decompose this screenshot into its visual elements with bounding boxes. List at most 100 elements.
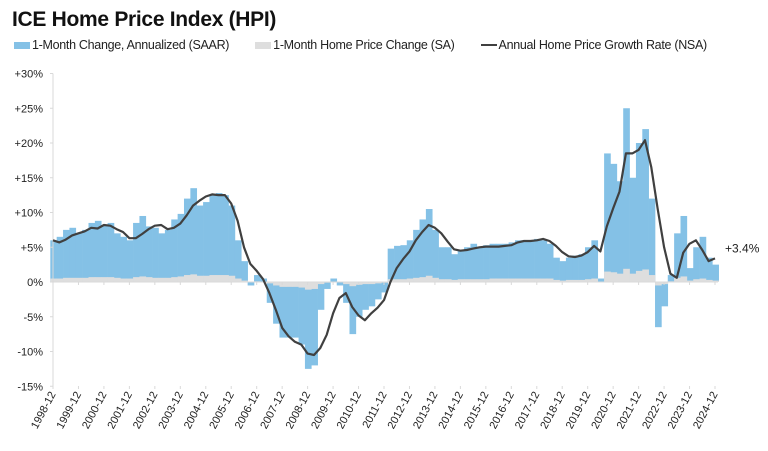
bar-sa <box>349 282 357 287</box>
bar-saar <box>667 275 675 282</box>
bar-sa <box>279 282 287 287</box>
bar-saar <box>623 108 630 282</box>
bar-sa <box>616 273 624 282</box>
bar-saar <box>311 282 318 366</box>
bar-saar <box>406 240 414 282</box>
bar-saar <box>521 240 529 282</box>
bar-saar <box>661 282 669 307</box>
bar-saar <box>425 209 433 282</box>
bar-saar <box>113 233 121 282</box>
bar-sa <box>82 277 89 282</box>
bar-sa <box>304 282 312 290</box>
bar-sa <box>158 277 166 282</box>
bar-saar <box>578 254 586 282</box>
bar-saar <box>394 245 401 282</box>
bar-saar <box>648 198 656 282</box>
bar-saar <box>585 247 592 282</box>
bar-sa <box>565 279 573 282</box>
bar-saar <box>82 229 89 282</box>
bar-sa <box>69 277 77 282</box>
bar-sa <box>343 282 350 285</box>
bar-saar <box>196 205 204 282</box>
bar-saar <box>381 282 388 293</box>
bar-saar <box>591 240 599 282</box>
bar-saar <box>292 282 299 338</box>
bar-saar <box>190 188 198 282</box>
bar-saar <box>565 257 573 282</box>
bar-sa <box>273 282 280 286</box>
bar-saar <box>476 247 484 282</box>
bar-sa <box>495 278 503 282</box>
bar-sa <box>642 269 649 282</box>
bar-sa <box>241 280 248 282</box>
y-tick-label: +20% <box>15 138 44 150</box>
bar-saar <box>387 248 395 282</box>
bar-sa <box>553 279 560 282</box>
bar-sa <box>419 277 427 282</box>
bar-saar <box>451 254 459 282</box>
bar-saar <box>680 215 688 282</box>
bar-saar <box>145 226 153 282</box>
bar-sa <box>222 275 229 282</box>
bar-sa <box>107 277 115 282</box>
bar-saar <box>495 243 503 282</box>
bar-saar <box>604 153 611 282</box>
bar-sa <box>540 278 548 282</box>
bar-sa <box>406 278 414 282</box>
line-annual-growth <box>52 139 716 357</box>
bar-sa <box>674 277 681 282</box>
legend-swatch-nsa <box>480 44 497 46</box>
bar-sa <box>489 278 497 282</box>
bar-saar <box>317 282 325 310</box>
bar-saar <box>534 238 541 282</box>
bar-saar <box>164 229 172 282</box>
bar-sa <box>113 277 121 282</box>
y-tick-label: -15% <box>17 381 43 393</box>
bar-sa <box>585 279 592 282</box>
bar-saar <box>655 282 662 328</box>
bar-saar <box>222 195 229 282</box>
bar-saar <box>133 222 140 282</box>
bar-sa <box>50 278 57 282</box>
bar-sa <box>648 275 656 282</box>
bar-sa <box>234 278 242 282</box>
bar-sa <box>655 282 662 286</box>
y-tick-label: -5% <box>23 312 43 324</box>
bar-saar <box>107 222 115 282</box>
bar-saar <box>209 195 217 282</box>
bar-sa <box>203 275 210 282</box>
bar-saar <box>298 282 306 345</box>
bar-sa <box>534 278 541 282</box>
legend-item-sa: 1-Month Home Price Change (SA) <box>255 38 455 52</box>
bar-saar <box>203 202 210 282</box>
bar-saar <box>686 268 694 282</box>
bar-sa <box>298 282 306 288</box>
bar-saar <box>362 282 369 310</box>
bar-sa <box>444 279 452 282</box>
bar-saar <box>470 243 478 282</box>
bar-saar <box>540 240 548 282</box>
bar-sa <box>126 278 134 282</box>
bar-saar <box>699 236 707 282</box>
bar-sa <box>266 282 274 284</box>
bar-sa <box>661 282 669 285</box>
bar-sa <box>451 279 459 282</box>
bar-saar <box>432 229 439 282</box>
bar-sa <box>635 270 643 282</box>
y-tick-label: +15% <box>15 173 44 185</box>
bar-saar <box>75 233 83 282</box>
bar-saar <box>228 205 236 282</box>
bar-saar <box>336 282 344 286</box>
bar-sa <box>425 275 433 282</box>
bar-sa <box>610 272 618 282</box>
y-tick-label: +25% <box>15 103 44 115</box>
bar-sa <box>196 275 204 282</box>
bar-saar <box>616 181 624 282</box>
bar-sa <box>101 277 108 282</box>
bar-saar <box>139 215 147 282</box>
bar-saar <box>101 225 108 282</box>
bar-saar <box>330 278 338 282</box>
bar-saar <box>94 220 102 282</box>
bar-saar <box>158 233 166 282</box>
